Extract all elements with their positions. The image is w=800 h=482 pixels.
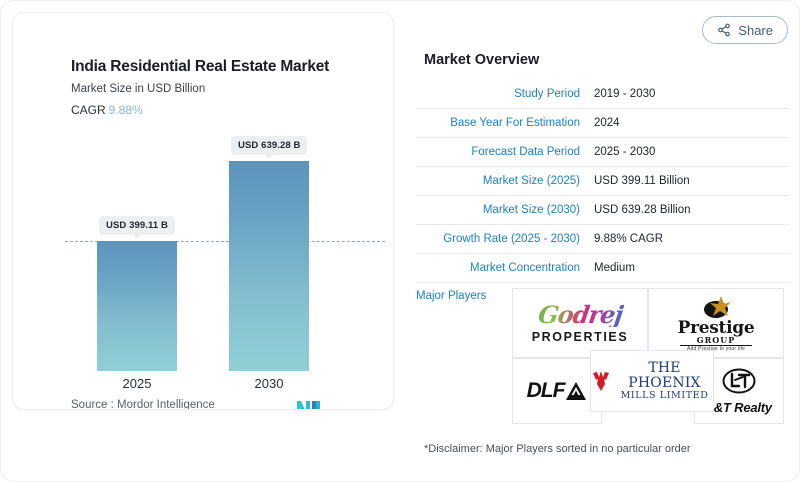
table-row: Growth Rate (2025 - 2030) 9.88% CAGR xyxy=(416,225,790,254)
logo-phoenix-line2: MILLS LIMITED xyxy=(620,389,709,401)
row-label: Market Size (2030) xyxy=(482,204,580,216)
phoenix-bird-icon xyxy=(591,370,611,392)
logo-dlf-text: DLF xyxy=(526,379,566,402)
logo-phoenix-line1: THE PHOENIX xyxy=(628,360,701,392)
reference-dashed-line xyxy=(65,241,385,242)
row-value: USD 399.11 Billion xyxy=(594,175,690,187)
chart-cagr-label: CAGR xyxy=(71,103,106,117)
market-overview-title: Market Overview xyxy=(424,52,540,68)
chart-source: Source : Mordor Intelligence xyxy=(71,399,215,410)
row-label: Base Year For Estimation xyxy=(450,117,580,129)
row-value: 9.88% CAGR xyxy=(594,233,664,245)
mordor-intelligence-logo-icon xyxy=(297,401,321,409)
logo-godrej-properties-text: PROPERTIES xyxy=(531,329,629,344)
lt-monogram-icon xyxy=(722,368,756,398)
logo-lt-realty-text: L&T Realty xyxy=(706,400,772,415)
share-button[interactable]: Share xyxy=(702,16,788,44)
x-tick-2025: 2025 xyxy=(122,376,152,391)
chart-title: India Residential Real Estate Market xyxy=(71,58,330,75)
share-button-label: Share xyxy=(738,22,773,38)
row-value: USD 639.28 Billion xyxy=(594,204,691,216)
chart-cagr: CAGR 9.88% xyxy=(71,103,143,117)
row-value: 2025 - 2030 xyxy=(594,146,656,158)
logo-godrej-script: Godrej xyxy=(530,300,630,329)
bar-2025[interactable] xyxy=(97,241,177,371)
logo-prestige-group: Prestige GROUP Add Prestige to your life xyxy=(648,288,784,358)
prestige-star-icon xyxy=(701,295,731,319)
share-nodes-icon xyxy=(717,23,731,37)
market-overview-table: Study Period 2019 - 2030 Base Year For E… xyxy=(416,80,790,283)
row-label: Market Concentration xyxy=(470,262,580,274)
logo-godrej-properties: Godrej PROPERTIES xyxy=(512,288,648,358)
row-label: Forecast Data Period xyxy=(471,146,580,158)
row-label: Growth Rate (2025 - 2030) xyxy=(443,233,580,245)
table-row: Forecast Data Period 2025 - 2030 xyxy=(416,138,790,167)
logo-prestige-text: Prestige xyxy=(677,317,755,338)
x-tick-2030: 2030 xyxy=(254,376,284,391)
table-row: Market Size (2030) USD 639.28 Billion xyxy=(416,196,790,225)
major-players-logos: Godrej PROPERTIES Prestige GROUP Add Pre… xyxy=(512,288,784,428)
row-value: 2019 - 2030 xyxy=(594,88,656,100)
table-row: Market Concentration Medium xyxy=(416,254,790,283)
bar-chart-plot: USD 399.11 B USD 639.28 B 2025 2030 xyxy=(13,13,393,409)
table-row: Market Size (2025) USD 399.11 Billion xyxy=(416,167,790,196)
table-row: Base Year For Estimation 2024 xyxy=(416,109,790,138)
bar-value-label-2030: USD 639.28 B xyxy=(231,136,308,159)
dlf-triangle-icon xyxy=(565,381,587,401)
logo-phoenix-mills: THE PHOENIX MILLS LIMITED xyxy=(590,350,714,412)
row-label: Study Period xyxy=(514,88,580,100)
bar-value-label-2025: USD 399.11 B xyxy=(99,216,175,239)
row-value: Medium xyxy=(594,262,635,274)
row-value: 2024 xyxy=(594,117,620,129)
disclaimer-text: *Disclaimer: Major Players sorted in no … xyxy=(424,443,691,455)
logo-prestige-tagline: Add Prestige to your life xyxy=(686,345,746,352)
logo-prestige-group-text: GROUP xyxy=(696,334,736,345)
logo-dlf: DLF xyxy=(512,358,602,424)
bar-2030[interactable] xyxy=(229,161,309,371)
chart-cagr-value: 9.88% xyxy=(108,103,143,117)
chart-card: India Residential Real Estate Market Mar… xyxy=(12,12,394,410)
chart-subtitle: Market Size in USD Billion xyxy=(71,83,206,95)
table-row: Study Period 2019 - 2030 xyxy=(416,80,790,109)
major-players-label: Major Players xyxy=(416,290,487,302)
row-label: Market Size (2025) xyxy=(482,175,580,187)
